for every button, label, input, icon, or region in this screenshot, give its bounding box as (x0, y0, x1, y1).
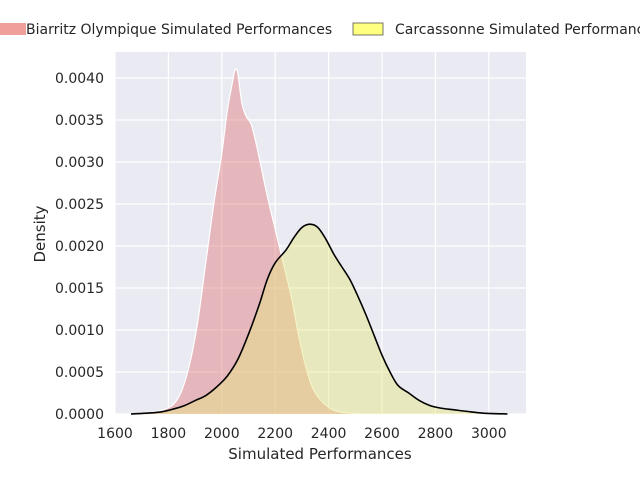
y-tick-label: 0.0040 (55, 71, 104, 87)
legend-swatch-2 (352, 22, 384, 36)
x-tick-label: 2200 (257, 426, 293, 442)
gridlines (114, 52, 526, 415)
legend-label-2: Carcassonne Simulated Performances (395, 22, 640, 38)
legend: Biarritz Olympique Simulated Performance… (0, 22, 640, 38)
y-tick-label: 0.0000 (55, 407, 104, 423)
y-tick-label: 0.0010 (55, 323, 104, 339)
y-tick-label: 0.0030 (55, 155, 104, 171)
legend-label-1: Biarritz Olympique Simulated Performance… (26, 22, 332, 38)
y-tick-label: 0.0020 (55, 239, 104, 255)
density-line-1 (130, 68, 369, 415)
y-tick-label: 0.0035 (55, 113, 104, 129)
y-tick-label: 0.0025 (55, 197, 104, 213)
density-areas (130, 68, 508, 415)
x-tick-label: 1800 (151, 426, 187, 442)
legend-swatch-1 (0, 23, 26, 35)
x-tick-label: 3000 (471, 426, 507, 442)
x-tick-label: 2800 (418, 426, 454, 442)
density-area-1 (131, 68, 369, 415)
density-area-2 (131, 224, 508, 414)
x-tick-label: 2400 (311, 426, 347, 442)
x-tick-label: 2600 (364, 426, 400, 442)
density-line-2 (130, 223, 508, 415)
y-tick-label: 0.0005 (55, 365, 104, 381)
x-tick-label: 1600 (97, 426, 133, 442)
x-tick-label: 2000 (204, 426, 240, 442)
x-axis-label: Simulated Performances (228, 445, 412, 463)
y-tick-labels: 0.0000 0.0005 0.0010 0.0015 0.0020 0.0025 0.00… (55, 71, 104, 423)
y-axis-label: Density (31, 205, 49, 262)
plot-background (115, 52, 526, 414)
y-tick-label: 0.0015 (55, 281, 104, 297)
x-tick-labels: 1600 1800 2000 2200 2400 2600 2800 3000 (97, 426, 506, 442)
